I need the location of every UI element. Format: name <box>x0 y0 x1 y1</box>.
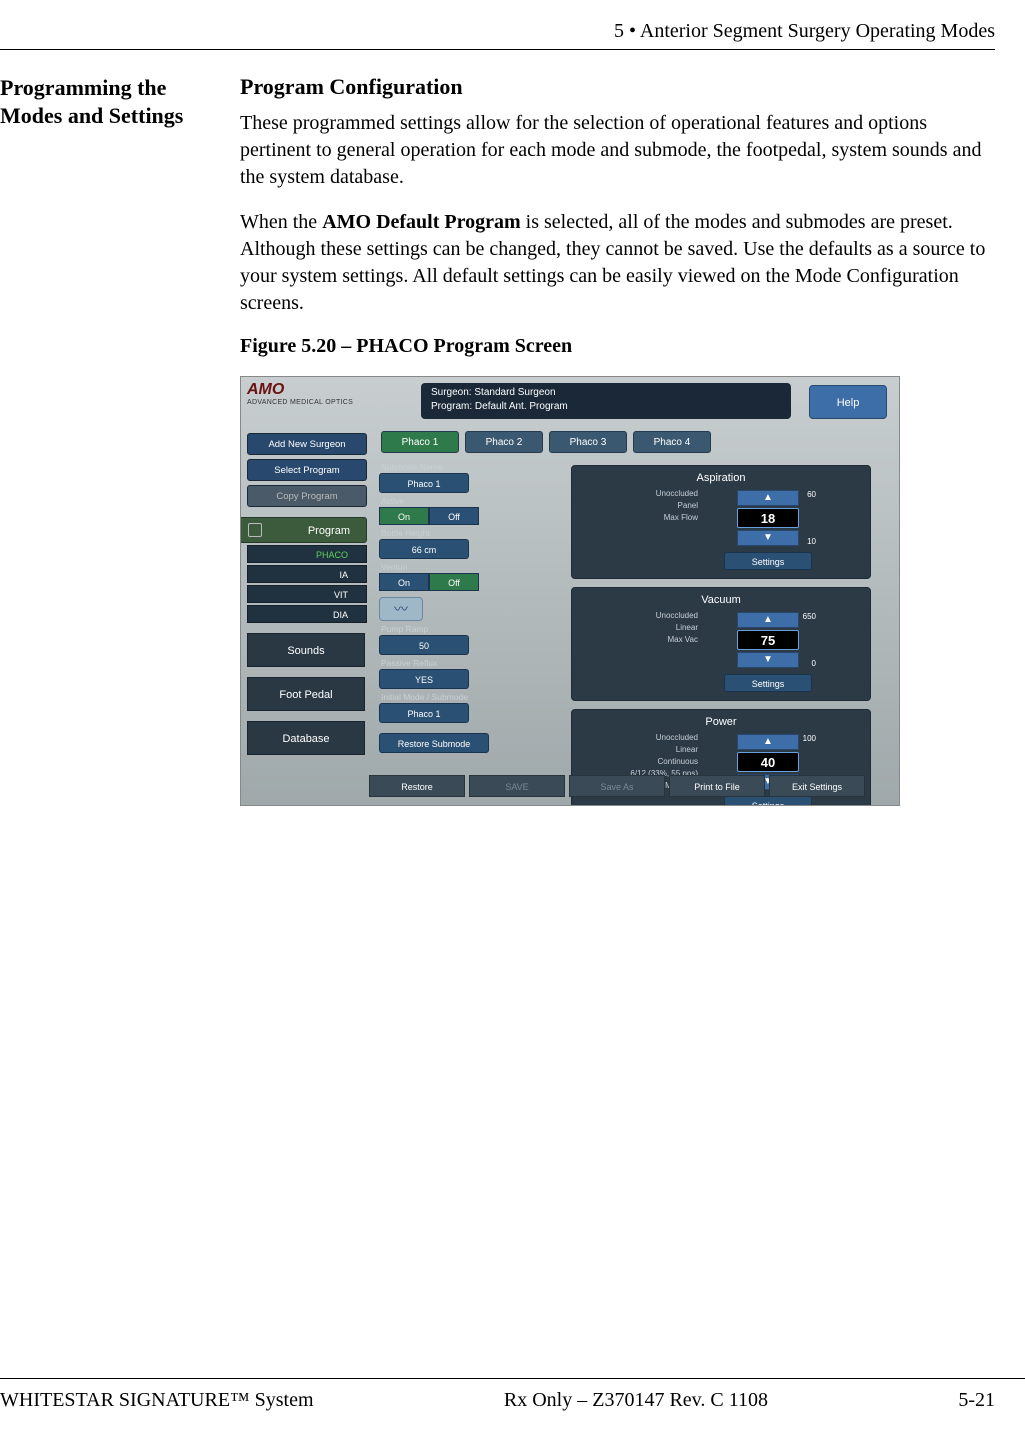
select-program-button[interactable]: Select Program <box>247 459 367 481</box>
aspiration-value: 18 <box>737 508 799 528</box>
bottle-label: Bottle Height <box>381 528 549 538</box>
submode-value[interactable]: Phaco 1 <box>379 473 469 493</box>
saveas-button[interactable]: Save As <box>569 775 665 797</box>
top-info-bar: Surgeon: Standard Surgeon Program: Defau… <box>421 383 791 419</box>
exit-button[interactable]: Exit Settings <box>769 775 865 797</box>
venturi-label: Venturi <box>381 562 549 572</box>
submode-label: Submode Name <box>381 462 549 472</box>
sounds-button[interactable]: Sounds <box>247 633 365 667</box>
venturi-toggle[interactable]: On Off <box>379 573 479 591</box>
chapter-title: • Anterior Segment Surgery Operating Mod… <box>624 20 995 42</box>
amo-logo: AMO ADVANCED MEDICAL OPTICS <box>247 381 357 421</box>
reflux-label: Passive Reflux <box>381 658 549 668</box>
pump-value[interactable]: 50 <box>379 635 469 655</box>
restore-submode-button[interactable]: Restore Submode <box>379 733 489 753</box>
lock-icon <box>248 523 262 537</box>
footer-center: Rx Only – Z370147 Rev. C 1108 <box>504 1389 768 1412</box>
reflux-value[interactable]: YES <box>379 669 469 689</box>
initial-label: Initial Mode / Submode <box>381 692 549 702</box>
vacuum-up[interactable]: ▲ <box>737 612 799 628</box>
footer-right: 5-21 <box>958 1389 995 1412</box>
figure-caption: Figure 5.20 – PHACO Program Screen <box>240 335 995 358</box>
save-button[interactable]: SAVE <box>469 775 565 797</box>
vacuum-group: Vacuum Unoccluded Linear Max Vac 650 ▲ 7… <box>571 587 871 701</box>
chapter-number: 5 <box>614 20 624 42</box>
restore-button[interactable]: Restore <box>369 775 465 797</box>
vacuum-value: 75 <box>737 630 799 650</box>
tab-phaco2[interactable]: Phaco 2 <box>465 431 543 453</box>
tab-phaco1[interactable]: Phaco 1 <box>381 431 459 453</box>
footer-left: WHITESTAR SIGNATURE™ System <box>0 1389 314 1412</box>
power-up[interactable]: ▲ <box>737 734 799 750</box>
margin-heading: Programming the Modes and Settings <box>0 74 240 806</box>
print-button[interactable]: Print to File <box>669 775 765 797</box>
tab-phaco3[interactable]: Phaco 3 <box>549 431 627 453</box>
active-label: Active <box>381 496 549 506</box>
power-value: 40 <box>737 752 799 772</box>
initial-value[interactable]: Phaco 1 <box>379 703 469 723</box>
database-button[interactable]: Database <box>247 721 365 755</box>
paragraph-1: These programmed settings allow for the … <box>240 110 995 191</box>
copy-program-button[interactable]: Copy Program <box>247 485 367 507</box>
nav-ia[interactable]: IA <box>247 565 367 583</box>
margin-heading-line1: Programming the <box>0 74 220 102</box>
program-tab[interactable]: Program <box>240 517 367 543</box>
tab-phaco4[interactable]: Phaco 4 <box>633 431 711 453</box>
page-header: 5 • Anterior Segment Surgery Operating M… <box>0 20 995 50</box>
vacuum-desc: Unoccluded Linear Max Vac <box>578 610 698 692</box>
section-title: Program Configuration <box>240 74 995 100</box>
page-footer: WHITESTAR SIGNATURE™ System Rx Only – Z3… <box>0 1378 1025 1412</box>
swirl-icon[interactable]: 〰 <box>379 597 423 621</box>
help-button[interactable]: Help <box>809 385 887 419</box>
aspiration-desc: Unoccluded Panel Max Flow <box>578 488 698 570</box>
pump-label: Pump Ramp <box>381 624 549 634</box>
nav-vit[interactable]: VIT <box>247 585 367 603</box>
phaco-program-screenshot: AMO ADVANCED MEDICAL OPTICS Surgeon: Sta… <box>240 376 900 806</box>
nav-phaco[interactable]: PHACO <box>247 545 367 563</box>
aspiration-group: Aspiration Unoccluded Panel Max Flow 60 … <box>571 465 871 579</box>
aspiration-settings[interactable]: Settings <box>724 552 812 570</box>
paragraph-2: When the AMO Default Program is selected… <box>240 209 995 317</box>
margin-heading-line2: Modes and Settings <box>0 102 220 130</box>
vacuum-settings[interactable]: Settings <box>724 674 812 692</box>
nav-dia[interactable]: DIA <box>247 605 367 623</box>
aspiration-up[interactable]: ▲ <box>737 490 799 506</box>
aspiration-down[interactable]: ▼ <box>737 530 799 546</box>
vacuum-down[interactable]: ▼ <box>737 652 799 668</box>
bottle-value[interactable]: 66 cm <box>379 539 469 559</box>
add-surgeon-button[interactable]: Add New Surgeon <box>247 433 367 455</box>
footpedal-button[interactable]: Foot Pedal <box>247 677 365 711</box>
active-toggle[interactable]: On Off <box>379 507 479 525</box>
